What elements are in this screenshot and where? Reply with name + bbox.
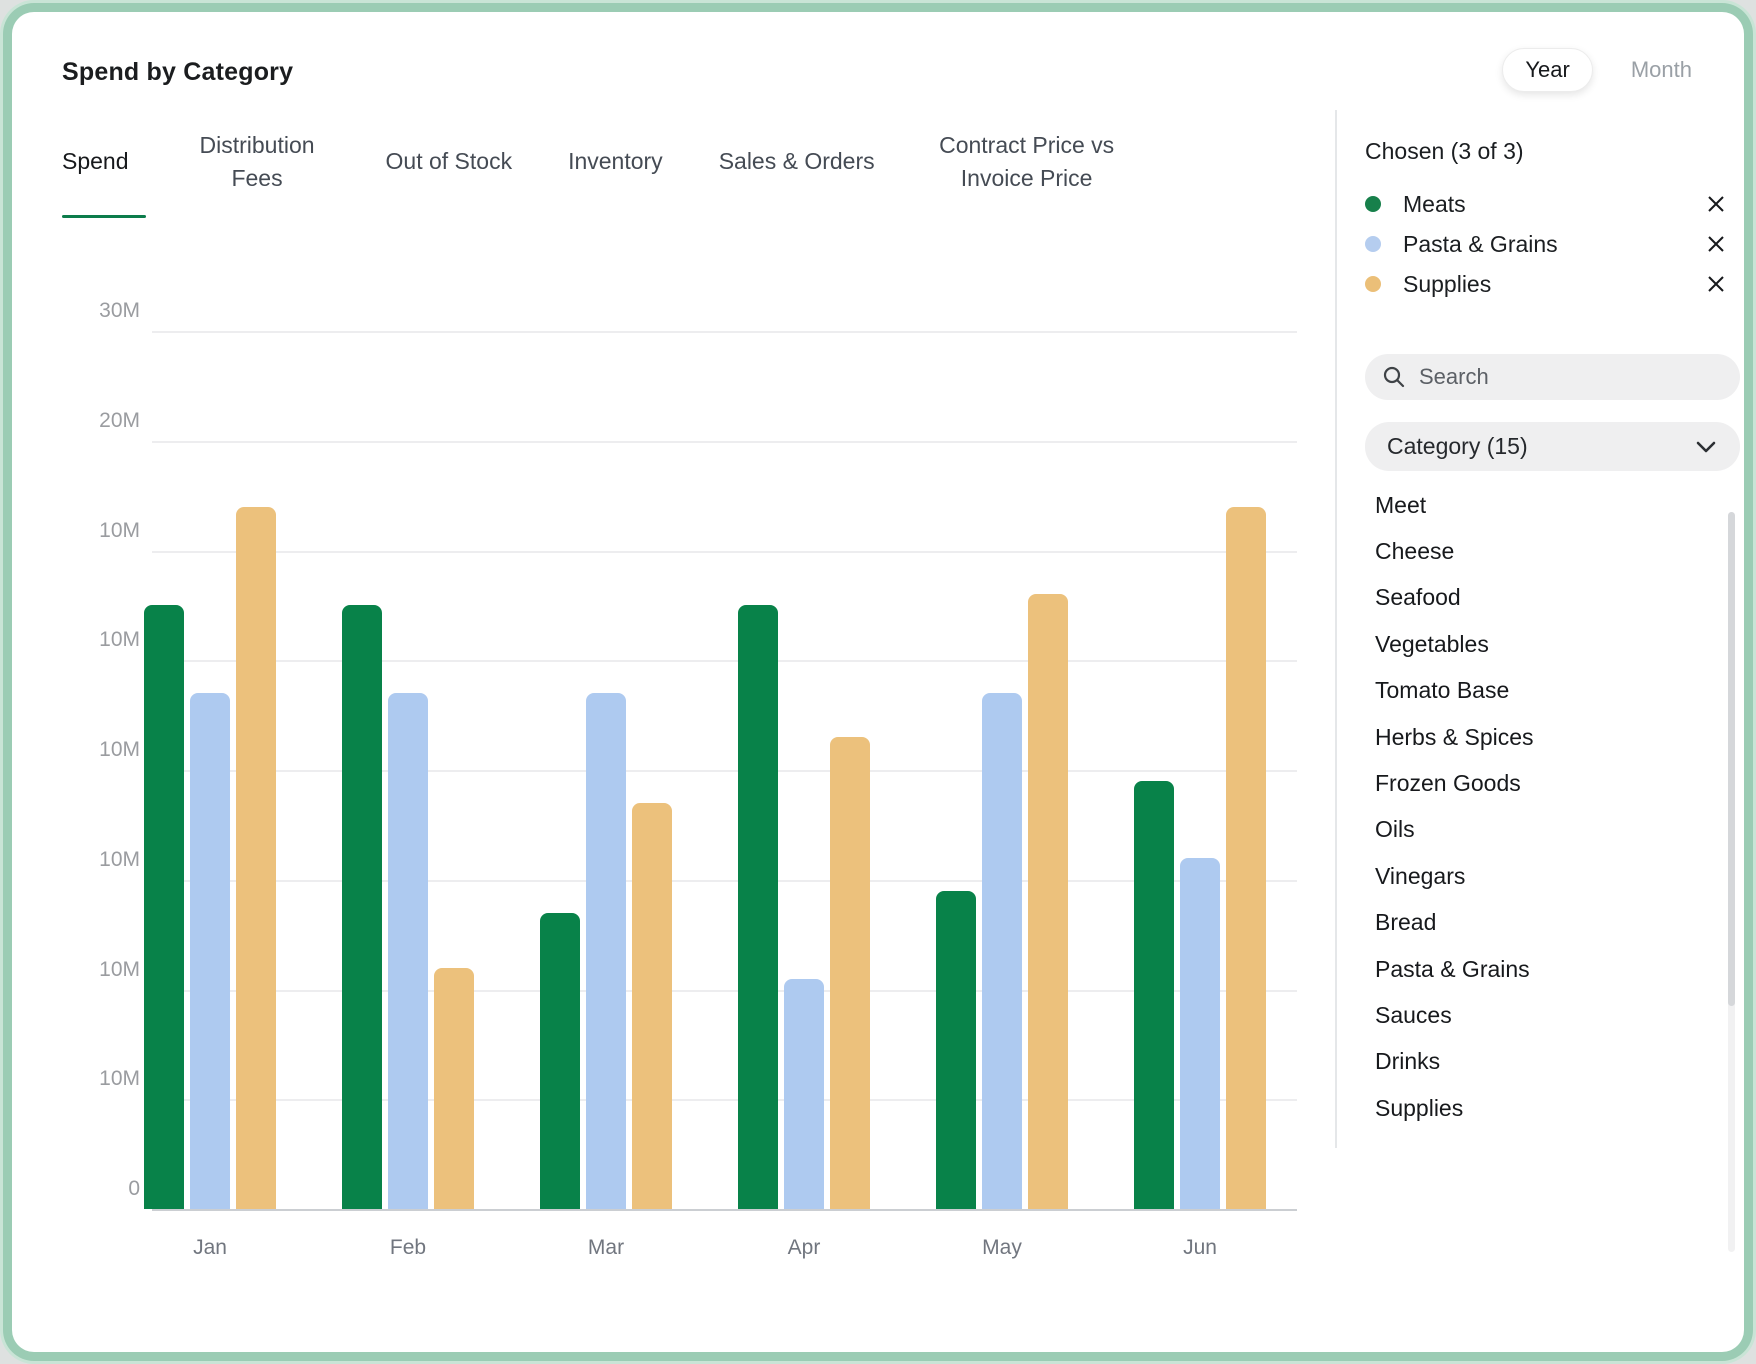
category-item-oils[interactable]: Oils bbox=[1375, 816, 1415, 843]
bar-group-jan bbox=[144, 331, 276, 1209]
y-axis-tick-label: 10M bbox=[99, 957, 140, 981]
bar-supplies bbox=[1028, 594, 1068, 1209]
category-item-drinks[interactable]: Drinks bbox=[1375, 1048, 1441, 1075]
bar-pasta-grains bbox=[1180, 857, 1220, 1209]
spend-by-category-card: Spend by Category Year Month Spend Distrib… bbox=[12, 12, 1744, 1352]
y-axis-tick-label: 10M bbox=[99, 847, 140, 871]
bar-meats bbox=[936, 890, 976, 1209]
legend-dot-icon bbox=[1365, 196, 1381, 212]
bars-layer bbox=[144, 331, 1354, 1209]
bar-group-may bbox=[936, 331, 1068, 1209]
category-item-herbs-spices[interactable]: Herbs & Spices bbox=[1375, 723, 1534, 750]
bar-pasta-grains bbox=[982, 693, 1022, 1209]
search-icon bbox=[1381, 364, 1407, 390]
bar-supplies bbox=[236, 506, 276, 1209]
category-item-cheese[interactable]: Cheese bbox=[1375, 537, 1455, 564]
bar-meats bbox=[342, 605, 382, 1209]
tab-bar: Spend Distribution Fees Out of Stock Invent… bbox=[62, 120, 1162, 204]
search-box[interactable] bbox=[1365, 354, 1740, 400]
y-axis-tick-label: 10M bbox=[99, 738, 140, 761]
bar-group-jun bbox=[1134, 331, 1266, 1209]
category-item-seafood[interactable]: Seafood bbox=[1375, 584, 1461, 611]
x-axis-label-feb: Feb bbox=[389, 1236, 427, 1259]
gridline bbox=[152, 550, 1297, 553]
search-input[interactable] bbox=[1419, 364, 1699, 390]
y-axis-tick-label: 10M bbox=[99, 1067, 140, 1091]
y-axis-tick-label: 30M bbox=[99, 299, 140, 322]
category-item-vegetables[interactable]: Vegetables bbox=[1375, 630, 1489, 657]
x-axis-label-mar: Mar bbox=[587, 1236, 625, 1259]
tab-contract-price-vs-invoice-price[interactable]: Contract Price vs Invoice Price bbox=[939, 131, 1115, 191]
y-axis-tick-label: 10M bbox=[99, 628, 140, 652]
gridline bbox=[152, 660, 1297, 663]
gridline bbox=[152, 331, 1297, 333]
legend-row-pasta-grains: Pasta & Grains bbox=[1365, 224, 1731, 264]
legend-label: Meats bbox=[1403, 190, 1466, 217]
legend: Meats Pasta & Grains Supplies bbox=[1365, 184, 1731, 304]
gridline bbox=[152, 770, 1297, 772]
category-item-pasta-grains[interactable]: Pasta & Grains bbox=[1375, 955, 1530, 982]
tab-distribution-fees[interactable]: Distribution Fees bbox=[199, 131, 315, 191]
bar-group-feb bbox=[342, 331, 474, 1209]
y-axis-tick-label: 10M bbox=[99, 518, 140, 542]
gridline bbox=[152, 440, 1297, 443]
close-icon[interactable] bbox=[1701, 189, 1731, 219]
category-item-vinegars[interactable]: Vinegars bbox=[1375, 862, 1466, 889]
category-item-sauces[interactable]: Sauces bbox=[1375, 1001, 1452, 1028]
tab-inventory[interactable]: Inventory bbox=[568, 148, 663, 175]
bar-supplies bbox=[434, 967, 474, 1209]
year-month-toggle: Year Month bbox=[1502, 48, 1714, 92]
bar-pasta-grains bbox=[388, 693, 428, 1209]
bar-supplies bbox=[830, 737, 870, 1209]
gridline bbox=[152, 879, 1297, 882]
y-axis-tick-label: 0 bbox=[128, 1177, 140, 1200]
toggle-option-month[interactable]: Month bbox=[1630, 57, 1692, 82]
bar-group-mar bbox=[540, 331, 672, 1209]
bar-group-apr bbox=[738, 331, 870, 1209]
category-dropdown-label: Category (15) bbox=[1387, 433, 1528, 459]
category-item-bread[interactable]: Bread bbox=[1375, 909, 1437, 936]
bar-meats bbox=[1134, 780, 1174, 1209]
gridline bbox=[152, 1209, 1297, 1211]
gridline bbox=[152, 989, 1297, 992]
category-dropdown[interactable]: Category (15) bbox=[1365, 422, 1740, 471]
legend-dot-icon bbox=[1365, 276, 1381, 292]
tab-spend[interactable]: Spend bbox=[62, 148, 129, 175]
bar-meats bbox=[144, 605, 184, 1209]
tab-sales-orders[interactable]: Sales & Orders bbox=[718, 148, 875, 175]
toggle-option-year[interactable]: Year bbox=[1502, 48, 1593, 92]
close-icon[interactable] bbox=[1701, 229, 1731, 259]
chosen-title: Chosen (3 of 3) bbox=[1365, 138, 1524, 164]
panel-divider bbox=[1335, 110, 1337, 1148]
category-item-tomato-base[interactable]: Tomato Base bbox=[1375, 677, 1510, 704]
bar-pasta-grains bbox=[784, 978, 824, 1209]
bar-meats bbox=[540, 912, 580, 1209]
legend-dot-icon bbox=[1365, 236, 1381, 252]
close-icon[interactable] bbox=[1701, 269, 1731, 299]
category-item-meet[interactable]: Meet bbox=[1375, 491, 1427, 518]
bar-supplies bbox=[632, 802, 672, 1209]
category-item-supplies[interactable]: Supplies bbox=[1375, 1094, 1464, 1121]
gridline bbox=[152, 1099, 1297, 1102]
category-list-scrollbar-thumb[interactable] bbox=[1728, 512, 1735, 1006]
bar-pasta-grains bbox=[586, 693, 626, 1209]
x-axis-label-may: May bbox=[982, 1236, 1022, 1259]
bar-meats bbox=[738, 605, 778, 1209]
legend-label: Supplies bbox=[1403, 270, 1492, 297]
legend-row-meats: Meats bbox=[1365, 184, 1731, 224]
page-title: Spend by Category bbox=[62, 58, 294, 86]
x-axis-label-jun: Jun bbox=[1183, 1236, 1217, 1259]
y-axis-tick-label: 20M bbox=[99, 408, 140, 432]
x-axis-label-jan: Jan bbox=[193, 1236, 227, 1259]
bar-supplies bbox=[1226, 506, 1266, 1209]
category-list-scrollbar-track bbox=[1728, 512, 1735, 1252]
x-axis-label-apr: Apr bbox=[787, 1236, 821, 1259]
bar-pasta-grains bbox=[190, 693, 230, 1209]
category-item-frozen-goods[interactable]: Frozen Goods bbox=[1375, 769, 1521, 796]
legend-label: Pasta & Grains bbox=[1403, 230, 1558, 257]
tab-out-of-stock[interactable]: Out of Stock bbox=[385, 148, 513, 175]
legend-row-supplies: Supplies bbox=[1365, 264, 1731, 304]
active-tab-underline bbox=[62, 215, 146, 218]
chevron-down-icon bbox=[1694, 439, 1718, 455]
